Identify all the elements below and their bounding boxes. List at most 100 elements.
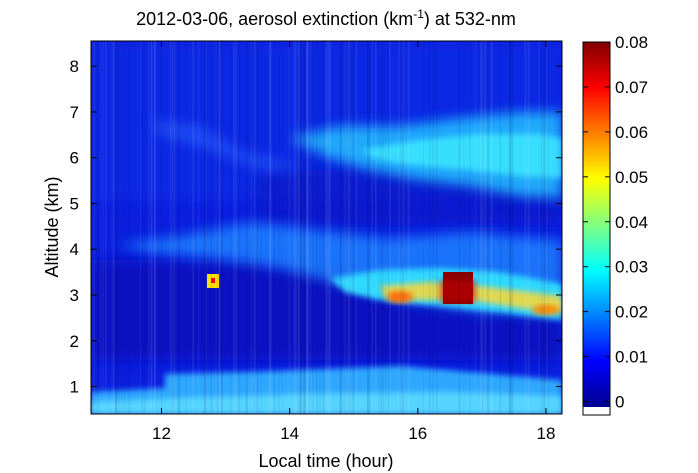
texture-streak <box>154 41 157 414</box>
texture-streak <box>160 41 163 414</box>
texture-streak <box>246 41 248 414</box>
texture-streak <box>153 41 156 414</box>
colorbar-min-swatch <box>583 407 610 415</box>
texture-streak <box>124 41 126 414</box>
texture-streak <box>347 41 351 414</box>
texture-streak <box>546 41 550 414</box>
texture-streak <box>527 41 530 414</box>
texture-streak <box>298 41 300 414</box>
y-tick-label: 5 <box>70 194 79 213</box>
texture-streak <box>384 41 387 414</box>
texture-streak <box>328 41 332 414</box>
texture-streak <box>149 41 153 414</box>
texture-streak <box>380 41 383 414</box>
texture-streak <box>97 41 99 414</box>
texture-streak <box>171 41 174 414</box>
texture-streak <box>402 41 405 414</box>
y-tick-label: 2 <box>70 332 79 351</box>
texture-streak <box>428 41 431 414</box>
texture-streak <box>278 41 280 414</box>
texture-streak <box>268 41 272 414</box>
texture-streak <box>127 41 130 414</box>
texture-streak <box>218 41 221 414</box>
x-axis-label: Local time (hour) <box>258 451 393 471</box>
texture-streak <box>540 41 543 414</box>
texture-streak <box>407 41 409 414</box>
orange-patch-right <box>532 305 560 315</box>
texture-streak <box>316 41 318 414</box>
texture-streak <box>104 41 107 414</box>
texture-streak <box>388 41 391 414</box>
x-tick-label: 14 <box>280 424 299 443</box>
texture-streak <box>113 41 116 414</box>
texture-streak <box>139 41 142 414</box>
texture-streak <box>306 41 310 414</box>
texture-streak <box>308 41 311 414</box>
x-tick-label: 18 <box>537 424 556 443</box>
texture-streak <box>484 41 487 414</box>
texture-streak <box>432 41 434 414</box>
x-tick-label: 12 <box>152 424 171 443</box>
texture-streak <box>343 41 347 414</box>
texture-streak <box>389 41 392 414</box>
upper-layer-core <box>360 134 562 178</box>
texture-streak <box>400 41 402 414</box>
texture-streak <box>144 41 146 414</box>
texture-streak <box>542 41 545 414</box>
texture-streak <box>366 41 369 414</box>
texture-streak <box>499 41 502 414</box>
colorbar <box>582 41 611 416</box>
texture-streak <box>435 41 438 414</box>
colorbar-ticks: 0 0.01 0.02 0.03 0.04 0.05 0.06 0.07 0.08 <box>583 33 648 412</box>
texture-streak <box>215 41 217 414</box>
texture-streak <box>480 41 483 414</box>
colorbar-tick-label: 0.05 <box>615 168 648 187</box>
texture-streak <box>309 41 312 414</box>
texture-streak <box>355 41 357 414</box>
texture-streak <box>321 41 324 414</box>
texture-streak <box>524 41 527 414</box>
texture-streak <box>298 41 300 414</box>
texture-streak <box>256 41 259 414</box>
texture-streak <box>178 41 181 414</box>
texture-streak <box>402 41 405 414</box>
texture-streak <box>469 41 471 414</box>
texture-streak <box>401 41 403 414</box>
texture-streak <box>312 41 314 414</box>
texture-streak <box>368 41 371 414</box>
texture-streak <box>490 41 493 414</box>
texture-streak <box>197 41 200 414</box>
texture-streak <box>150 41 154 414</box>
texture-streak <box>92 41 96 414</box>
texture-streak <box>299 41 302 414</box>
texture-streak <box>221 41 224 414</box>
colorbar-tick-label: 0.06 <box>615 123 648 142</box>
texture-streak <box>398 41 400 414</box>
texture-streak <box>173 41 176 414</box>
texture-streak <box>458 41 461 414</box>
y-axis-label: Altitude (km) <box>42 176 62 277</box>
texture-streak <box>352 41 354 414</box>
texture-streak <box>482 41 484 414</box>
x-tick-label: 16 <box>408 424 427 443</box>
texture-streak <box>91 41 93 414</box>
texture-streak <box>169 41 171 414</box>
plot-frame <box>90 40 563 415</box>
heatmap-area <box>91 41 562 414</box>
y-tick-label: 7 <box>70 103 79 122</box>
texture-streak <box>141 41 144 414</box>
texture-streak <box>171 41 174 414</box>
texture-streak <box>155 41 157 414</box>
boundary-layer-core <box>91 392 562 414</box>
texture-streak <box>270 41 272 414</box>
texture-streak <box>305 41 308 414</box>
peak-plume-edge <box>440 280 476 302</box>
texture-streak <box>245 41 248 414</box>
texture-streak <box>102 41 104 414</box>
texture-streak <box>378 41 380 414</box>
texture-streak <box>121 41 123 414</box>
texture-streak <box>115 41 117 414</box>
texture-streak <box>510 41 513 414</box>
